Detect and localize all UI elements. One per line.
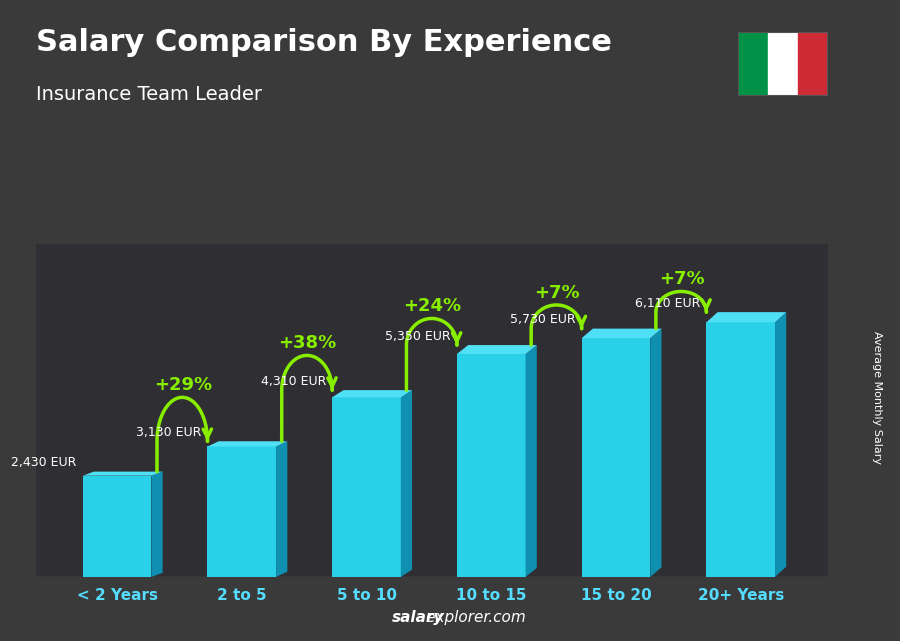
Text: +7%: +7% [535, 284, 580, 302]
Polygon shape [457, 345, 536, 354]
Bar [738, 32, 768, 96]
Polygon shape [151, 472, 163, 577]
Text: 5,350 EUR: 5,350 EUR [385, 329, 451, 342]
Text: +38%: +38% [278, 334, 337, 352]
Polygon shape [276, 441, 287, 577]
Text: explorer.com: explorer.com [392, 610, 526, 625]
Polygon shape [526, 345, 536, 577]
Polygon shape [332, 390, 412, 397]
Bar [83, 476, 151, 577]
Polygon shape [651, 329, 661, 577]
Text: salary: salary [392, 610, 444, 625]
Text: Average Monthly Salary: Average Monthly Salary [872, 331, 883, 464]
Polygon shape [775, 312, 787, 577]
Bar [581, 338, 651, 577]
Text: 2,430 EUR: 2,430 EUR [11, 456, 76, 469]
Text: 4,310 EUR: 4,310 EUR [261, 374, 326, 388]
Bar [332, 397, 400, 577]
Text: +7%: +7% [659, 270, 705, 288]
Text: +29%: +29% [154, 376, 212, 394]
Polygon shape [83, 472, 163, 476]
Text: +24%: +24% [403, 297, 462, 315]
Polygon shape [400, 390, 412, 577]
Polygon shape [706, 312, 787, 322]
Bar [208, 447, 276, 577]
Text: 3,130 EUR: 3,130 EUR [136, 426, 202, 439]
Bar [706, 322, 775, 577]
Polygon shape [581, 329, 662, 338]
Text: Salary Comparison By Experience: Salary Comparison By Experience [36, 28, 612, 57]
Text: Insurance Team Leader: Insurance Team Leader [36, 85, 262, 104]
Bar [457, 354, 526, 577]
Polygon shape [208, 441, 287, 447]
Bar [768, 32, 798, 96]
Text: 5,730 EUR: 5,730 EUR [509, 313, 575, 326]
Bar [798, 32, 828, 96]
Text: 6,110 EUR: 6,110 EUR [634, 297, 700, 310]
